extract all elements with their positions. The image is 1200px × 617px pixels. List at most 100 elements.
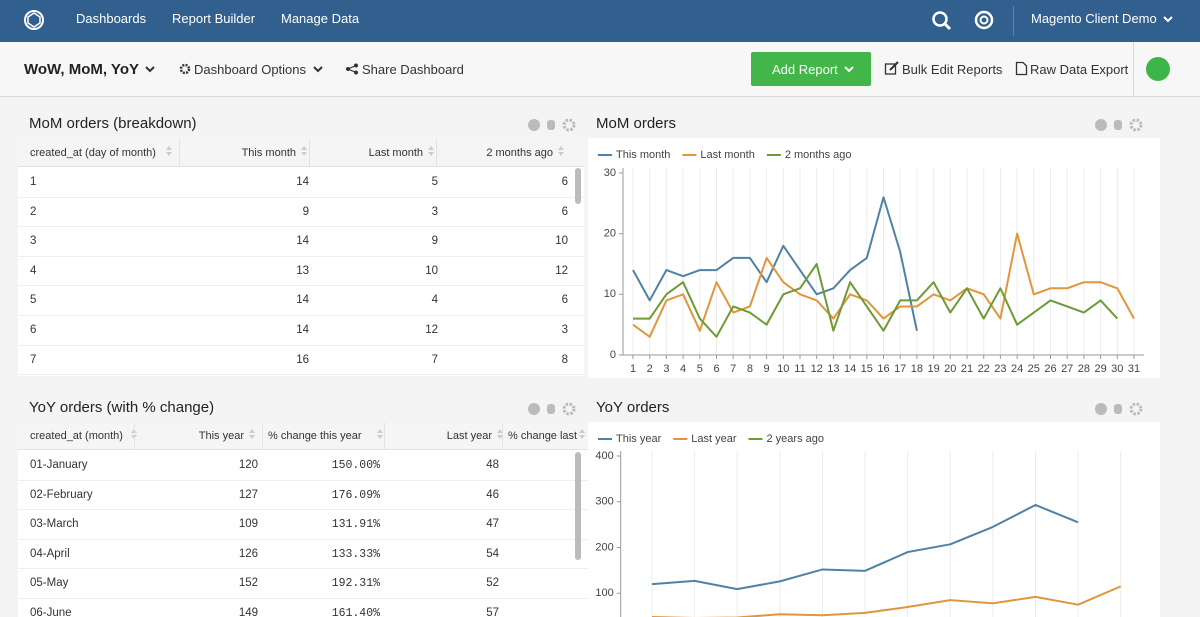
sort-arrow [579, 429, 585, 433]
table-cell: 06-June [30, 606, 72, 617]
x-tick-label: 15 [861, 363, 873, 375]
bulk-edit-reports[interactable]: Bulk Edit Reports [902, 62, 1003, 77]
series-line [632, 232, 1135, 338]
table-cell: 3 [431, 205, 438, 218]
table-cell: 4 [30, 264, 37, 277]
table-cell: 5 [431, 176, 438, 188]
table-header: created_at (day of month) This month Last … [18, 140, 584, 167]
column-header[interactable]: Last year [446, 430, 492, 442]
x-tick-label: 22 [978, 363, 990, 375]
x-tick-label: 16 [877, 363, 889, 375]
table-cell: 05-May [30, 577, 69, 589]
y-tick-label: 100 [595, 587, 613, 599]
column-header[interactable]: 2 months ago [486, 147, 553, 159]
top-nav: Dashboards Report Builder Manage Data Ma… [0, 0, 1200, 42]
table-cell: 03-March [30, 518, 79, 530]
table-cell: 7 [30, 353, 37, 366]
nav-item[interactable]: Dashboards [76, 11, 147, 26]
x-tick-label: 18 [911, 363, 923, 375]
sort-arrow [428, 152, 434, 156]
panel-icons[interactable] [526, 401, 578, 417]
account-menu[interactable]: Magento Client Demo [1031, 11, 1157, 26]
table-cell: 1 [30, 176, 37, 188]
x-tick-label: 14 [844, 363, 856, 375]
row-divider [18, 344, 584, 346]
panel-icons[interactable] [526, 117, 578, 133]
share-dashboard[interactable]: Share Dashboard [362, 62, 464, 77]
toolbar: WoW, MoM, YoY Dashboard Options Share Da… [0, 42, 1200, 97]
column-header[interactable]: This month [241, 147, 296, 159]
table-cell: 46 [486, 488, 499, 501]
nav-item[interactable]: Report Builder [172, 11, 256, 26]
y-tick-label: 400 [595, 450, 613, 462]
row-divider [18, 255, 584, 257]
column-header[interactable]: % change last [508, 430, 578, 442]
x-tick-label: 12 [811, 363, 823, 375]
table-cell: 12 [555, 264, 568, 277]
legend-label: This year [616, 433, 662, 445]
table-cell: 14 [296, 235, 309, 248]
table-cell: 14 [296, 176, 309, 188]
table-cell: 3 [561, 324, 568, 336]
row-divider [18, 538, 588, 540]
nav-item[interactable]: Manage Data [281, 11, 360, 26]
dashboard-options[interactable]: Dashboard Options [194, 62, 307, 77]
x-tick-label: 2 [647, 363, 653, 375]
y-tick-label: 10 [604, 288, 616, 300]
dashboard-selector[interactable]: WoW, MoM, YoY [24, 61, 139, 78]
scrollbar[interactable] [575, 168, 581, 204]
column-divider [179, 140, 180, 166]
sort-arrow [579, 435, 585, 439]
table-cell: 150.00% [331, 459, 380, 472]
column-header[interactable]: This year [198, 430, 244, 442]
column-header[interactable]: Last month [368, 147, 423, 159]
panel-icons[interactable] [1093, 401, 1145, 417]
column-divider [134, 423, 135, 449]
sort-arrow [558, 146, 564, 150]
share-icon [346, 63, 358, 75]
legend-label: This month [616, 149, 670, 161]
x-tick-label: 23 [994, 363, 1006, 375]
table-cell: 6 [30, 324, 37, 336]
x-tick-label: 27 [1061, 363, 1073, 375]
search-icon[interactable] [930, 9, 954, 33]
status-indicator[interactable] [1146, 57, 1170, 81]
legend-label: Last year [691, 433, 737, 445]
column-header[interactable]: % change this year [268, 430, 362, 442]
column-divider [309, 140, 310, 166]
panel-icons[interactable] [1093, 117, 1145, 133]
table-cell: 109 [238, 518, 258, 530]
table-cell: 48 [486, 459, 499, 471]
x-tick-label: 11 [794, 363, 805, 375]
file-icon [1015, 61, 1028, 76]
column-header[interactable]: created_at (day of month) [30, 147, 156, 159]
table-cell: 5 [30, 294, 37, 307]
add-report-button[interactable]: Add Report [751, 52, 871, 86]
gear-icon [179, 63, 191, 75]
sort-arrow [166, 146, 172, 150]
x-tick-label: 4 [680, 363, 686, 375]
table-cell: 10 [425, 264, 438, 277]
table-cell: 6 [561, 176, 568, 188]
column-header[interactable]: created_at (month) [30, 430, 123, 442]
raw-data-export[interactable]: Raw Data Export [1030, 62, 1129, 77]
scrollbar[interactable] [575, 452, 581, 560]
x-tick-label: 9 [764, 363, 770, 375]
panel-title: MoM orders [596, 115, 677, 132]
help-icon[interactable] [972, 8, 996, 32]
table-cell: 127 [238, 488, 258, 501]
y-tick-label: 200 [595, 541, 613, 553]
sort-arrow [166, 152, 172, 156]
x-tick-label: 8 [747, 363, 753, 375]
legend-label: Last month [700, 149, 754, 161]
table-cell: 9 [431, 235, 438, 248]
logo[interactable] [22, 8, 46, 32]
x-tick-label: 5 [697, 363, 703, 375]
y-tick-label: 20 [604, 228, 616, 240]
x-tick-label: 19 [927, 363, 939, 375]
table-cell: 14 [296, 294, 309, 307]
data-table: created_at (month) This year % change this… [18, 423, 588, 617]
series-line [651, 503, 1079, 591]
table-cell: 120 [238, 459, 258, 471]
